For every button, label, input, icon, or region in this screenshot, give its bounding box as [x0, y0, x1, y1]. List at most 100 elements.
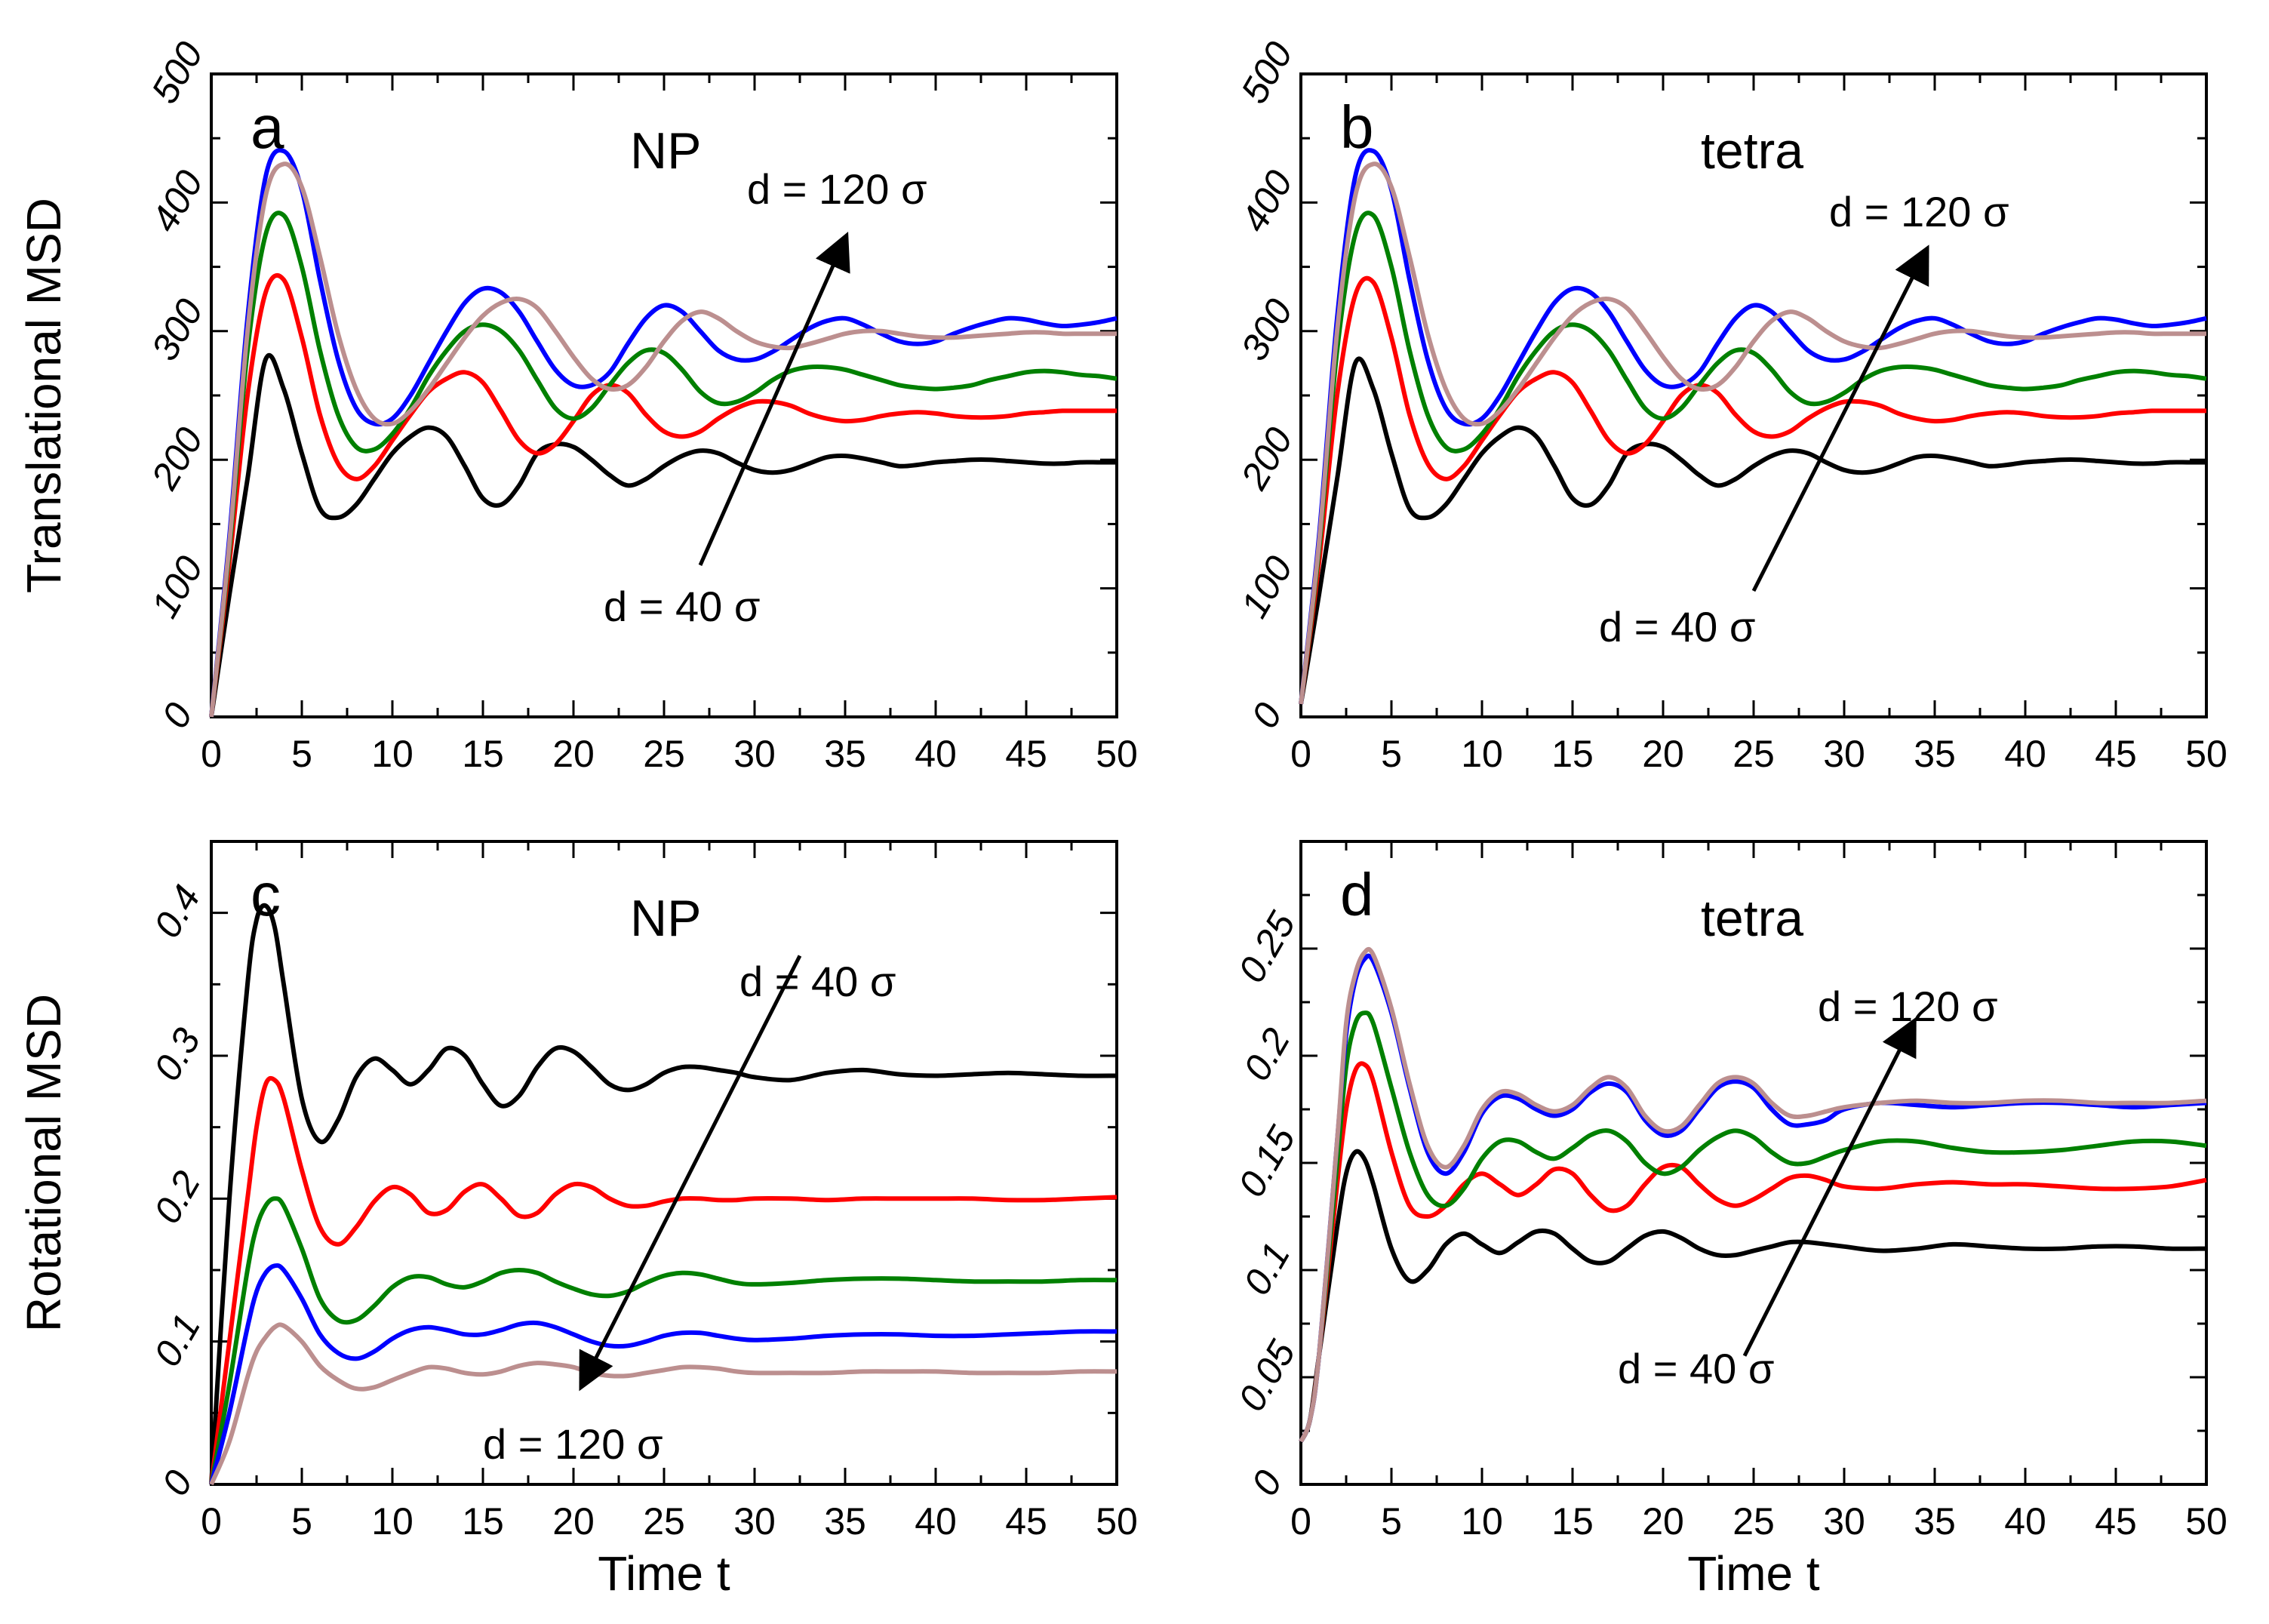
series-line-d40	[1299, 356, 2206, 705]
series-line-d100	[209, 1263, 1118, 1485]
x-tick-label: 35	[1914, 1500, 1956, 1542]
series-line-d120	[1299, 946, 2207, 1443]
y-tick-label: 0	[1244, 696, 1290, 735]
panel-letter: c	[251, 861, 281, 928]
y-tick-label: 0.1	[1235, 1235, 1298, 1302]
panel-title: NP	[630, 122, 701, 180]
y-tick-label: 100	[1233, 549, 1301, 624]
series-line-d40	[209, 352, 1117, 718]
annotation-top: d = 120 σ	[1829, 188, 2009, 235]
panel-letter: d	[1340, 861, 1374, 928]
panel-letter: b	[1340, 94, 1374, 161]
x-axis-title: Time t	[598, 1546, 730, 1601]
y-tick-label: 0	[154, 696, 201, 735]
y-tick-label: 100	[143, 549, 211, 624]
x-tick-label: 45	[1005, 1500, 1047, 1542]
x-tick-label: 40	[2004, 733, 2046, 775]
series-line-d120	[209, 1322, 1118, 1486]
x-tick-label: 5	[1381, 733, 1402, 775]
y-tick-label: 0.25	[1230, 905, 1303, 989]
panel-d: 0 5 10 15 20 25 30 35 40 45 50 0 0.05 0.1 0.15 0.2 0.25…	[1230, 840, 2227, 1601]
x-tick-label: 45	[2095, 1500, 2137, 1542]
x-axis: 0 5 10 15 20 25 30 35 40 45 50	[1290, 74, 2227, 775]
trend-arrow	[698, 231, 850, 566]
x-tick-label: 25	[643, 1500, 685, 1542]
x-tick-label: 40	[915, 733, 957, 775]
trend-arrow	[1751, 245, 1929, 592]
x-tick-label: 40	[915, 1500, 957, 1542]
series-line-d100	[1299, 148, 2207, 705]
x-axis: 0 5 10 15 20 25 30 35 40 45 50	[201, 74, 1138, 775]
x-tick-label: 10	[371, 1500, 414, 1542]
x-tick-label: 15	[462, 1500, 504, 1542]
series-line-d40	[1299, 1149, 2207, 1443]
x-tick-label: 25	[1732, 1500, 1775, 1542]
panel-title: tetra	[1701, 890, 1803, 947]
x-tick-label: 35	[1914, 733, 1956, 775]
x-tick-label: 15	[462, 733, 504, 775]
x-axis: 0 5 10 15 20 25 30 35 40 45 50	[201, 841, 1138, 1542]
trend-arrow	[579, 955, 802, 1392]
trend-arrow	[1742, 1017, 1917, 1357]
x-axis-title: Time t	[1687, 1546, 1820, 1601]
series-line-d80	[209, 211, 1118, 718]
x-tick-label: 20	[552, 1500, 595, 1542]
y-tick-label: 500	[143, 35, 211, 110]
series-lines	[209, 903, 1118, 1486]
annotation-top: d = 120 σ	[1818, 983, 1998, 1030]
y-tick-label: 400	[1233, 163, 1301, 238]
x-tick-label: 50	[2185, 733, 2227, 775]
series-line-d120	[1299, 161, 2206, 705]
x-tick-label: 15	[1551, 733, 1594, 775]
x-tick-label: 35	[824, 733, 866, 775]
series-line-d80	[1299, 211, 2207, 705]
series-line-d80	[209, 1196, 1118, 1485]
series-line-d120	[209, 161, 1117, 718]
x-tick-label: 30	[1823, 1500, 1865, 1542]
y-tick-label: 300	[143, 292, 211, 368]
x-tick-label: 25	[1732, 733, 1775, 775]
y-tick-label: 200	[1232, 420, 1301, 497]
x-tick-label: 50	[2185, 1500, 2227, 1542]
y-tick-label: 0.2	[1235, 1021, 1298, 1087]
panel-c: 0 5 10 15 20 25 30 35 40 45 50 00.10.20.30.4 c NP …	[17, 840, 1138, 1601]
series-line-d60	[209, 272, 1117, 718]
annotation-bottom: d = 40 σ	[1618, 1345, 1774, 1392]
x-tick-label: 20	[552, 733, 595, 775]
x-tick-label: 5	[1381, 1500, 1402, 1542]
annotation-bottom: d = 40 σ	[1599, 603, 1755, 651]
series-line-d80	[1299, 1010, 2207, 1443]
y-tick-label: 0.3	[146, 1021, 208, 1087]
x-axis: 0 5 10 15 20 25 30 35 40 45 50	[1290, 841, 2227, 1542]
x-tick-label: 40	[2004, 1500, 2046, 1542]
y-tick-label: 500	[1233, 35, 1301, 110]
x-tick-label: 0	[1290, 1500, 1311, 1542]
y-tick-label: 200	[143, 420, 211, 497]
y-axis-title: Translational MSD	[17, 198, 71, 593]
series-line-d60	[1299, 275, 2206, 705]
x-tick-label: 30	[1823, 733, 1865, 775]
series-lines	[1299, 148, 2207, 705]
series-line-d60	[1299, 1061, 2207, 1443]
x-tick-label: 15	[1551, 1500, 1594, 1542]
y-tick-label: 0.4	[146, 878, 208, 945]
series-lines	[209, 148, 1118, 718]
y-tick-label: 0	[1244, 1463, 1290, 1503]
y-tick-label: 0.1	[146, 1307, 208, 1373]
x-tick-label: 10	[1461, 733, 1503, 775]
x-tick-label: 0	[201, 733, 222, 775]
x-tick-label: 5	[291, 1500, 312, 1542]
series-line-d100	[1299, 953, 2207, 1443]
x-tick-label: 0	[201, 1500, 222, 1542]
x-tick-label: 30	[733, 1500, 776, 1542]
annotation-top: d = 40 σ	[739, 958, 896, 1005]
y-tick-label: 300	[1233, 292, 1301, 368]
x-tick-label: 25	[643, 733, 685, 775]
x-tick-label: 50	[1096, 1500, 1138, 1542]
y-tick-label: 0.2	[146, 1164, 208, 1230]
x-tick-label: 45	[2095, 733, 2137, 775]
y-tick-label: 0	[154, 1463, 201, 1503]
y-axis-title: Rotational MSD	[17, 994, 71, 1332]
